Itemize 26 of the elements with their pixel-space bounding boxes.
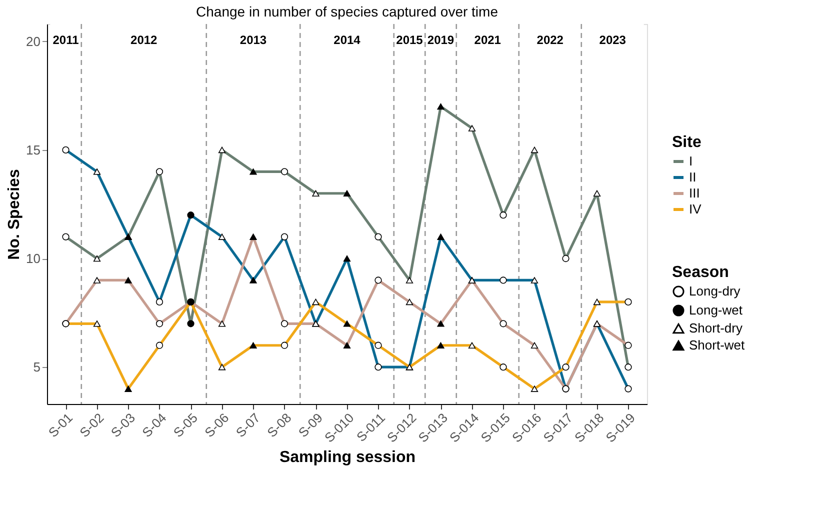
legend-label: III <box>689 186 700 200</box>
band-label: 2019 <box>427 33 454 47</box>
band-label: 2011 <box>52 33 80 47</box>
x-axis-title: Sampling session <box>279 449 416 466</box>
y-tick-label: 5 <box>33 360 40 375</box>
band-label: 2021 <box>474 33 502 47</box>
y-tick-label: 15 <box>26 142 40 158</box>
y-axis-title: No. Species <box>6 169 24 260</box>
y-tick-label: 10 <box>26 251 40 266</box>
band-label: 2013 <box>240 33 267 47</box>
band-label: 2012 <box>130 33 158 47</box>
band-label: 2023 <box>599 33 626 47</box>
legend-label: Short-dry <box>689 320 743 336</box>
band-label: 2015 <box>396 33 424 47</box>
legend-label: Long-dry <box>689 284 741 298</box>
legend-label: Short-wet <box>689 338 746 352</box>
legend-label: I <box>689 154 693 168</box>
band-label: 2022 <box>536 33 564 47</box>
text: Season <box>672 264 729 281</box>
legend-label: IV <box>689 202 702 216</box>
y-tick-label: 20 <box>26 34 40 49</box>
band-label: 2014 <box>334 33 361 47</box>
text: Site <box>672 134 702 151</box>
legend-label: Long-wet <box>689 302 743 318</box>
chart-title: Change in number of species captured over time <box>196 3 498 20</box>
legend-label: II <box>689 170 696 184</box>
